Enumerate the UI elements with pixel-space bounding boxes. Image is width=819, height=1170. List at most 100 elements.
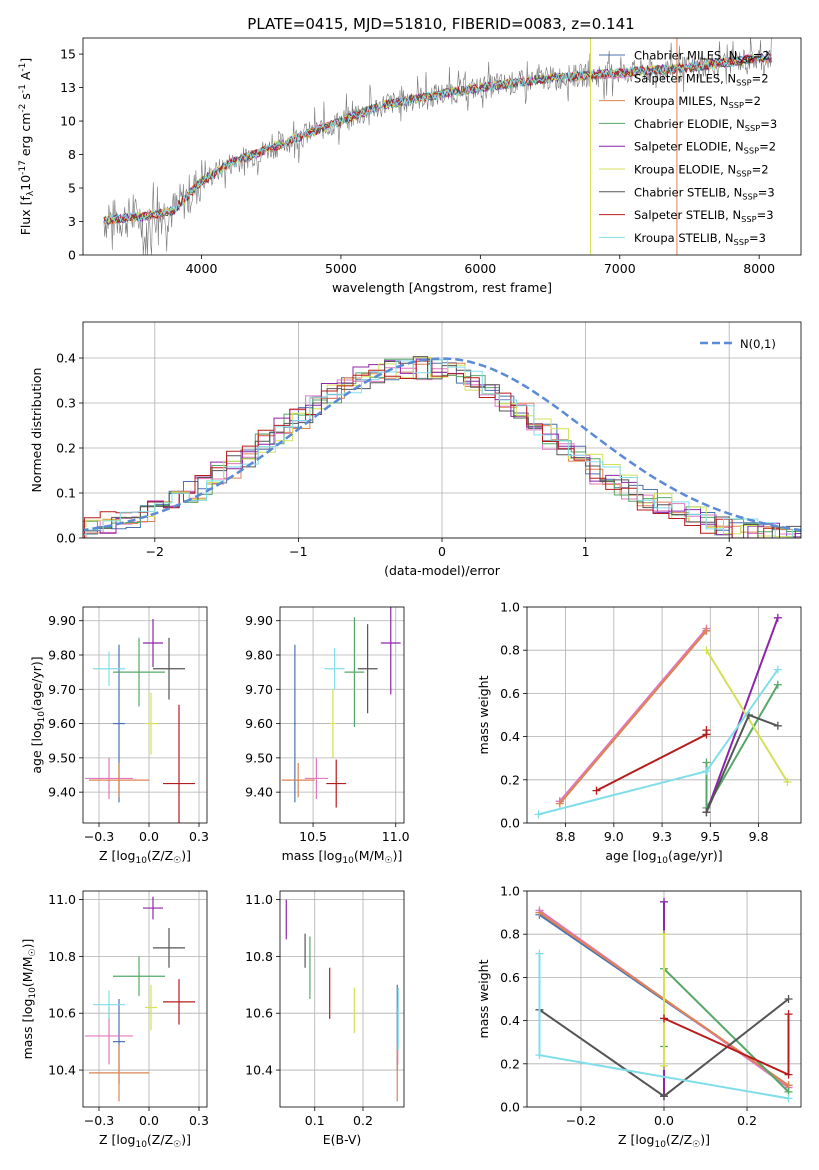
x-axis-label: wavelength [Angstrom, rest frame] bbox=[332, 280, 552, 295]
series-kroupa_stelib bbox=[535, 949, 793, 1103]
y-tick-label: 0.8 bbox=[500, 927, 520, 942]
errorbar-kroupa_miles bbox=[281, 763, 315, 798]
x-tick-label: 8000 bbox=[743, 261, 775, 276]
y-tick-label: 1.0 bbox=[500, 884, 520, 899]
x-tick-label: 5000 bbox=[325, 261, 357, 276]
plot-area bbox=[285, 899, 399, 1102]
errorbar-salpeter_stelib bbox=[163, 704, 195, 823]
y-axis-label: mass [log10​(M/M☉​)] bbox=[20, 939, 38, 1060]
marker-chabrier_stelib bbox=[784, 995, 793, 1003]
y-tick-label: 8 bbox=[68, 147, 76, 162]
legend: N(0,1) bbox=[700, 337, 776, 351]
y-axis-label: mass weight bbox=[476, 675, 491, 754]
legend-label-salpeter_stelib: Salpeter STELIB, NSSP​=3 bbox=[634, 208, 774, 224]
marker-salpeter_stelib bbox=[784, 1010, 793, 1019]
errorbar-salpeter_elodie bbox=[380, 607, 401, 695]
errorbar-chabrier_miles bbox=[294, 644, 296, 803]
hist-salpeter_stelib bbox=[83, 360, 801, 538]
axes-frame bbox=[279, 890, 405, 1108]
series-chabrier_stelib bbox=[702, 711, 782, 817]
x-axis-label: age [log10​(age/yr)] bbox=[605, 848, 722, 866]
x-axis-label: Z [log10​(Z/Z☉​)] bbox=[99, 848, 191, 866]
panel-age_vs_mass: 10.5 11.0 9.40 9.50 9.60 9.70 9.80 9.90 mass [lo… bbox=[245, 606, 410, 866]
y-tick-label: 10.4 bbox=[245, 1063, 273, 1078]
x-tick-label: 9.3 bbox=[652, 829, 672, 844]
marker-salpeter_elodie bbox=[660, 897, 668, 906]
legend-label-salpeter_elodie: Salpeter ELODIE, NSSP​=2 bbox=[634, 140, 776, 156]
marker-kroupa_stelib bbox=[534, 810, 543, 819]
marker-kroupa_elodie bbox=[660, 1061, 668, 1070]
y-tick-label: 9.60 bbox=[245, 716, 273, 731]
y-tick-label: 11.0 bbox=[48, 892, 76, 907]
y-tick-label: 1.0 bbox=[500, 600, 520, 615]
y-tick-label: 0.2 bbox=[500, 772, 520, 787]
legend-label-chabrier_elodie: Chabrier ELODIE, NSSP​=3 bbox=[634, 117, 777, 133]
marker-salpeter_elodie bbox=[773, 613, 782, 622]
series-salpeter_stelib bbox=[592, 726, 711, 795]
x-tick-label: 4000 bbox=[186, 261, 218, 276]
figure-title: PLATE=0415, MJD=51810, FIBERID=0083, z=0… bbox=[247, 15, 634, 33]
errorbar-kroupa_elodie bbox=[145, 984, 157, 1031]
x-tick-label: 0.0 bbox=[139, 1113, 159, 1128]
errorbar-chabrier_elodie bbox=[113, 956, 165, 997]
axes-frame bbox=[82, 606, 208, 824]
y-axis-label: age [log10​(age/yr)] bbox=[29, 656, 47, 773]
marker-salpeter_stelib bbox=[784, 1070, 793, 1079]
panel-age_vs_Z: −0.3 0.0 0.3 9.40 9.50 9.60 9.70 9.80 9.90 Z [log… bbox=[29, 606, 209, 866]
series-kroupa_stelib bbox=[534, 665, 782, 819]
y-tick-label: 9.90 bbox=[48, 613, 76, 628]
x-axis-label: (data-model)/error bbox=[384, 563, 501, 578]
model-spectrum-kroupa_stelib bbox=[103, 53, 772, 224]
y-axis-label: Normed distribution bbox=[29, 368, 44, 493]
legend-label-kroupa_stelib: Kroupa STELIB, NSSP​=3 bbox=[634, 231, 766, 247]
errorbar-kroupa_stelib bbox=[93, 990, 125, 1019]
errorbar-kroupa_elodie bbox=[145, 692, 157, 755]
marker-chabrier_stelib bbox=[702, 808, 711, 817]
series-kroupa_elodie bbox=[702, 646, 792, 786]
errorbar-chabrier_stelib bbox=[357, 624, 378, 714]
hist-kroupa_stelib bbox=[83, 359, 801, 538]
x-tick-label: 10.5 bbox=[299, 829, 327, 844]
axes-frame bbox=[279, 606, 405, 824]
marker-kroupa_elodie bbox=[783, 777, 792, 786]
line-salpeter_elodie bbox=[705, 617, 779, 813]
plot-area bbox=[103, 38, 772, 255]
y-tick-label: 10.4 bbox=[48, 1063, 76, 1078]
y-tick-label: 10 bbox=[60, 114, 76, 129]
y-tick-label: 0.8 bbox=[500, 643, 520, 658]
errorbar-kroupa_elodie bbox=[329, 689, 337, 758]
marker-chabrier_elodie bbox=[702, 758, 711, 767]
errorbar-kroupa_stelib bbox=[93, 651, 125, 686]
panel-weight_vs_Z: −0.2 0.0 0.2 0.0 0.2 0.4 0.6 0.8 1.0 Z [log10​(Z/… bbox=[476, 884, 802, 1150]
x-tick-label: 0 bbox=[438, 544, 446, 559]
x-tick-label: 9.8 bbox=[749, 829, 769, 844]
x-tick-label: 0.0 bbox=[654, 1113, 674, 1128]
x-tick-label: −2 bbox=[146, 544, 164, 559]
y-tick-label: 0.0 bbox=[500, 816, 520, 831]
x-tick-label: 11.0 bbox=[382, 829, 410, 844]
y-tick-label: 0.0 bbox=[56, 531, 76, 546]
x-tick-label: 0.2 bbox=[353, 1113, 373, 1128]
errorbar-salpeter_stelib bbox=[163, 979, 195, 1025]
series-salpeter_stelib bbox=[660, 1010, 793, 1079]
y-tick-label: 5 bbox=[68, 181, 76, 196]
panel-weight_vs_age: 8.8 9.0 9.3 9.5 9.8 0.0 0.2 0.4 0.6 0.8 1.0 age [lo… bbox=[476, 600, 802, 866]
x-tick-label: 0.2 bbox=[737, 1113, 757, 1128]
y-tick-label: 11.0 bbox=[245, 892, 273, 907]
x-tick-label: −0.3 bbox=[84, 829, 114, 844]
y-tick-label: 0.3 bbox=[56, 396, 76, 411]
legend-label-kroupa_elodie: Kroupa ELODIE, NSSP​=2 bbox=[634, 163, 769, 179]
y-tick-label: 0.4 bbox=[56, 351, 76, 366]
x-tick-label: −0.2 bbox=[566, 1113, 596, 1128]
legend-label-chabrier_stelib: Chabrier STELIB, NSSP​=3 bbox=[634, 185, 775, 201]
legend-label-chabrier_miles: Chabrier MILES, NSSP​=2 bbox=[634, 49, 770, 65]
axes-frame bbox=[82, 37, 802, 256]
series-kroupa_miles bbox=[555, 626, 711, 808]
panel-mass_vs_ebv: 0.1 0.2 10.4 10.6 10.8 11.0 E(B-V) bbox=[245, 890, 405, 1147]
marker-kroupa_stelib bbox=[773, 665, 782, 674]
line-chabrier_stelib bbox=[705, 713, 779, 813]
errorbar-kroupa_miles bbox=[89, 763, 149, 798]
y-tick-label: 10.8 bbox=[245, 949, 273, 964]
marker-kroupa_miles bbox=[535, 908, 544, 917]
